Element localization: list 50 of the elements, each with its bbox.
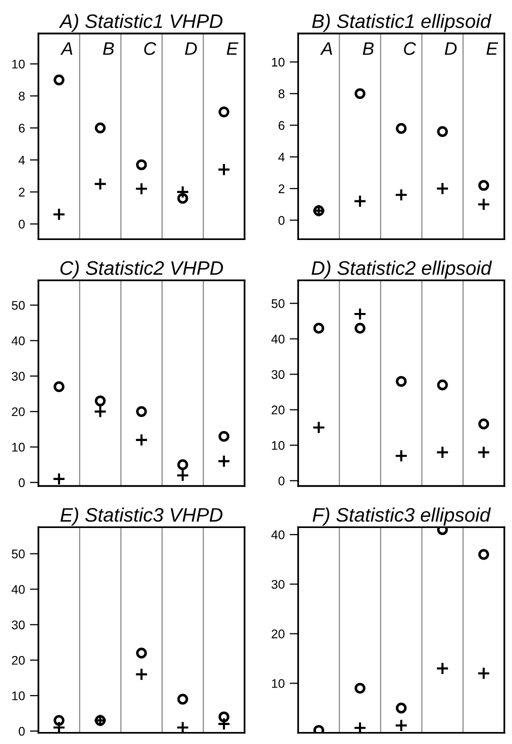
y-tick-label: 20 [12, 656, 25, 665]
y-tick-label: 10 [272, 441, 284, 450]
chart-title: E) Statistic3 VHPD [60, 508, 222, 526]
x-tick-label: A [320, 42, 332, 55]
x-tick-label: B [362, 42, 374, 55]
y-tick-label: 4 [18, 156, 25, 164]
y-tick-label: 2 [18, 188, 25, 196]
y-tick-label: 50 [12, 300, 25, 310]
y-tick-label: 8 [18, 92, 25, 101]
y-tick-label: 2 [278, 184, 284, 194]
y-tick-label: 40 [271, 334, 284, 344]
y-tick-label: 10 [12, 691, 25, 700]
y-tick-label: 0 [18, 220, 25, 229]
y-tick-label: 40 [271, 530, 284, 540]
y-tick-label: 6 [18, 124, 25, 133]
x-tick-label: C [404, 42, 416, 55]
y-tick-label: 20 [272, 630, 284, 638]
y-tick-label: 30 [12, 372, 25, 381]
y-tick-label: 30 [272, 370, 284, 379]
y-tick-label: 6 [278, 121, 284, 130]
y-tick-label: 30 [12, 620, 25, 630]
x-tick-label: D [184, 42, 197, 55]
x-tick-label: D [444, 42, 457, 55]
chart-title: D) Statistic2 ellipsoid [312, 260, 492, 279]
x-tick-label: B [103, 42, 114, 55]
chart-title: B) Statistic1 ellipsoid [312, 14, 492, 32]
x-tick-label: C [144, 42, 156, 55]
y-tick-label: 10 [12, 60, 25, 69]
chart-title: A) Statistic1 VHPD [58, 14, 222, 32]
y-tick-label: 50 [272, 299, 284, 308]
y-tick-label: 10 [272, 58, 284, 67]
chart-title: F) Statistic3 ellipsoid [312, 508, 491, 526]
y-tick-label: 0 [18, 478, 25, 488]
y-tick-label: 8 [278, 89, 284, 98]
x-tick-label: E [226, 42, 238, 55]
x-tick-label: E [486, 42, 498, 55]
y-tick-label: 0 [278, 216, 284, 225]
y-tick-label: 0 [18, 726, 25, 736]
y-tick-label: 20 [272, 406, 284, 414]
y-tick-label: 40 [12, 336, 25, 346]
y-tick-label: 10 [272, 679, 284, 688]
y-tick-label: 10 [12, 442, 25, 452]
chart-title: C) Statistic2 VHPD [60, 260, 223, 279]
y-tick-label: 40 [12, 585, 25, 594]
x-tick-label: A [60, 42, 72, 55]
y-tick-label: 0 [278, 476, 284, 486]
y-tick-label: 30 [272, 580, 284, 589]
y-tick-label: 20 [12, 407, 25, 416]
y-tick-label: 50 [12, 550, 25, 558]
y-tick-label: 4 [278, 152, 285, 162]
